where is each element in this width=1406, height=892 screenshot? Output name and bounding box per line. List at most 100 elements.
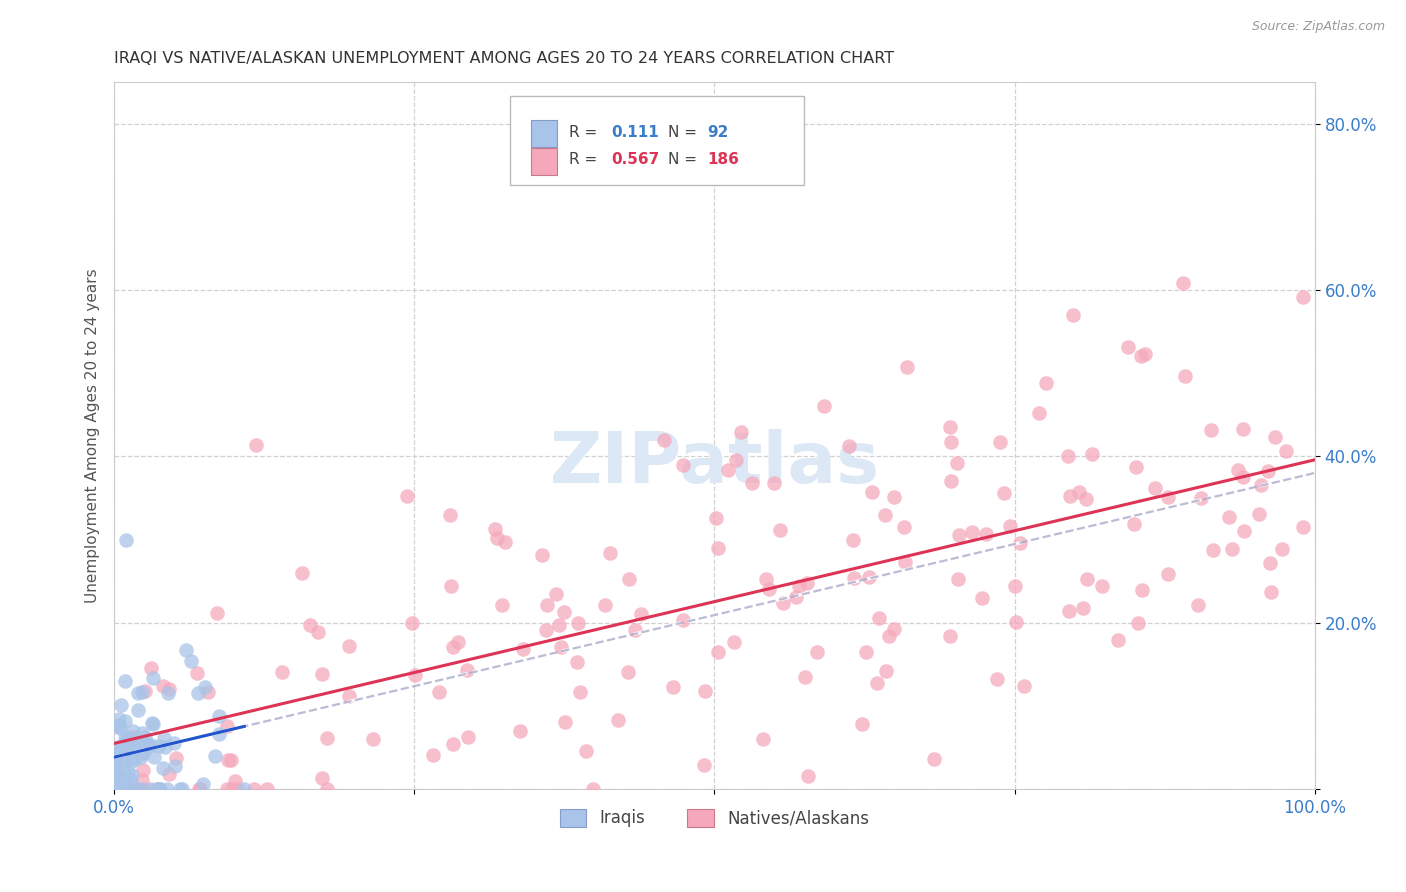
Point bbox=[440, 579, 463, 593]
Point bbox=[938, 420, 960, 434]
Point bbox=[169, 782, 191, 797]
Point bbox=[1257, 464, 1279, 478]
Point bbox=[1008, 536, 1031, 550]
Point bbox=[108, 718, 131, 732]
Point bbox=[131, 782, 153, 797]
Point bbox=[855, 645, 877, 659]
Point bbox=[110, 721, 132, 735]
Point bbox=[131, 685, 153, 699]
Point bbox=[1000, 519, 1022, 533]
Point bbox=[131, 772, 153, 787]
Point bbox=[107, 782, 129, 797]
Point bbox=[922, 752, 945, 766]
Point bbox=[1132, 583, 1154, 598]
Point bbox=[114, 753, 136, 767]
Point bbox=[447, 635, 470, 649]
Point bbox=[536, 599, 558, 613]
Text: N =: N = bbox=[668, 125, 702, 140]
Point bbox=[565, 655, 588, 669]
Point bbox=[118, 782, 141, 797]
Point bbox=[215, 782, 238, 797]
Point bbox=[974, 527, 997, 541]
Point bbox=[107, 782, 129, 797]
Point bbox=[509, 724, 531, 739]
Point bbox=[112, 782, 135, 797]
Point bbox=[797, 769, 820, 783]
Point bbox=[104, 762, 127, 776]
Point bbox=[121, 730, 143, 744]
Point bbox=[186, 666, 208, 681]
Point bbox=[163, 737, 186, 751]
Point bbox=[794, 670, 817, 684]
Point bbox=[148, 739, 170, 753]
Point bbox=[115, 533, 138, 547]
Point bbox=[193, 777, 215, 791]
Point bbox=[970, 591, 993, 605]
Point bbox=[105, 743, 128, 757]
Point bbox=[567, 615, 589, 630]
Legend: Iraqis, Natives/Alaskans: Iraqis, Natives/Alaskans bbox=[553, 802, 876, 834]
Point bbox=[163, 759, 186, 773]
Point bbox=[1199, 423, 1222, 437]
Point bbox=[149, 782, 172, 797]
Point bbox=[865, 676, 887, 690]
Point bbox=[554, 715, 576, 730]
Point bbox=[1232, 470, 1254, 484]
Point bbox=[110, 773, 132, 788]
Point bbox=[311, 667, 333, 681]
Point bbox=[993, 486, 1015, 500]
Point bbox=[986, 672, 1008, 686]
Point bbox=[1227, 463, 1250, 477]
Point bbox=[110, 698, 132, 712]
Point bbox=[104, 748, 127, 763]
Point bbox=[361, 731, 384, 746]
Point bbox=[110, 776, 132, 790]
Point bbox=[105, 746, 128, 760]
Point bbox=[105, 782, 128, 797]
Point bbox=[988, 435, 1011, 450]
Point bbox=[121, 755, 143, 769]
Point bbox=[337, 639, 360, 653]
Point bbox=[170, 782, 193, 797]
Point bbox=[117, 737, 139, 751]
Point bbox=[187, 782, 209, 797]
Point bbox=[115, 781, 138, 796]
Point bbox=[108, 770, 131, 784]
Point bbox=[139, 782, 162, 797]
Point bbox=[1012, 679, 1035, 693]
Point bbox=[148, 782, 170, 797]
Point bbox=[883, 622, 905, 636]
Point bbox=[217, 753, 239, 767]
FancyBboxPatch shape bbox=[531, 148, 557, 175]
Point bbox=[104, 749, 127, 764]
Point bbox=[125, 737, 148, 751]
Point bbox=[105, 782, 128, 797]
Point bbox=[110, 773, 132, 788]
Point bbox=[107, 740, 129, 755]
Point bbox=[134, 730, 156, 744]
Point bbox=[1133, 346, 1156, 360]
Text: ZIPatlas: ZIPatlas bbox=[550, 429, 880, 499]
Point bbox=[838, 439, 860, 453]
Point bbox=[439, 508, 461, 523]
Point bbox=[717, 463, 740, 477]
Point bbox=[1292, 290, 1315, 304]
Point bbox=[796, 576, 818, 591]
Point bbox=[624, 623, 647, 637]
Point bbox=[138, 739, 160, 753]
Point bbox=[104, 763, 127, 777]
Point bbox=[662, 680, 685, 694]
Point bbox=[112, 749, 135, 764]
Point bbox=[131, 747, 153, 761]
Point bbox=[233, 782, 256, 797]
Point bbox=[581, 782, 603, 797]
Point bbox=[1189, 491, 1212, 506]
Point bbox=[117, 732, 139, 747]
Point bbox=[1232, 422, 1254, 436]
Point bbox=[124, 752, 146, 766]
Point bbox=[1174, 369, 1197, 384]
Point bbox=[1057, 449, 1080, 463]
Point bbox=[860, 485, 883, 500]
Point bbox=[652, 433, 675, 447]
Point bbox=[174, 643, 197, 657]
